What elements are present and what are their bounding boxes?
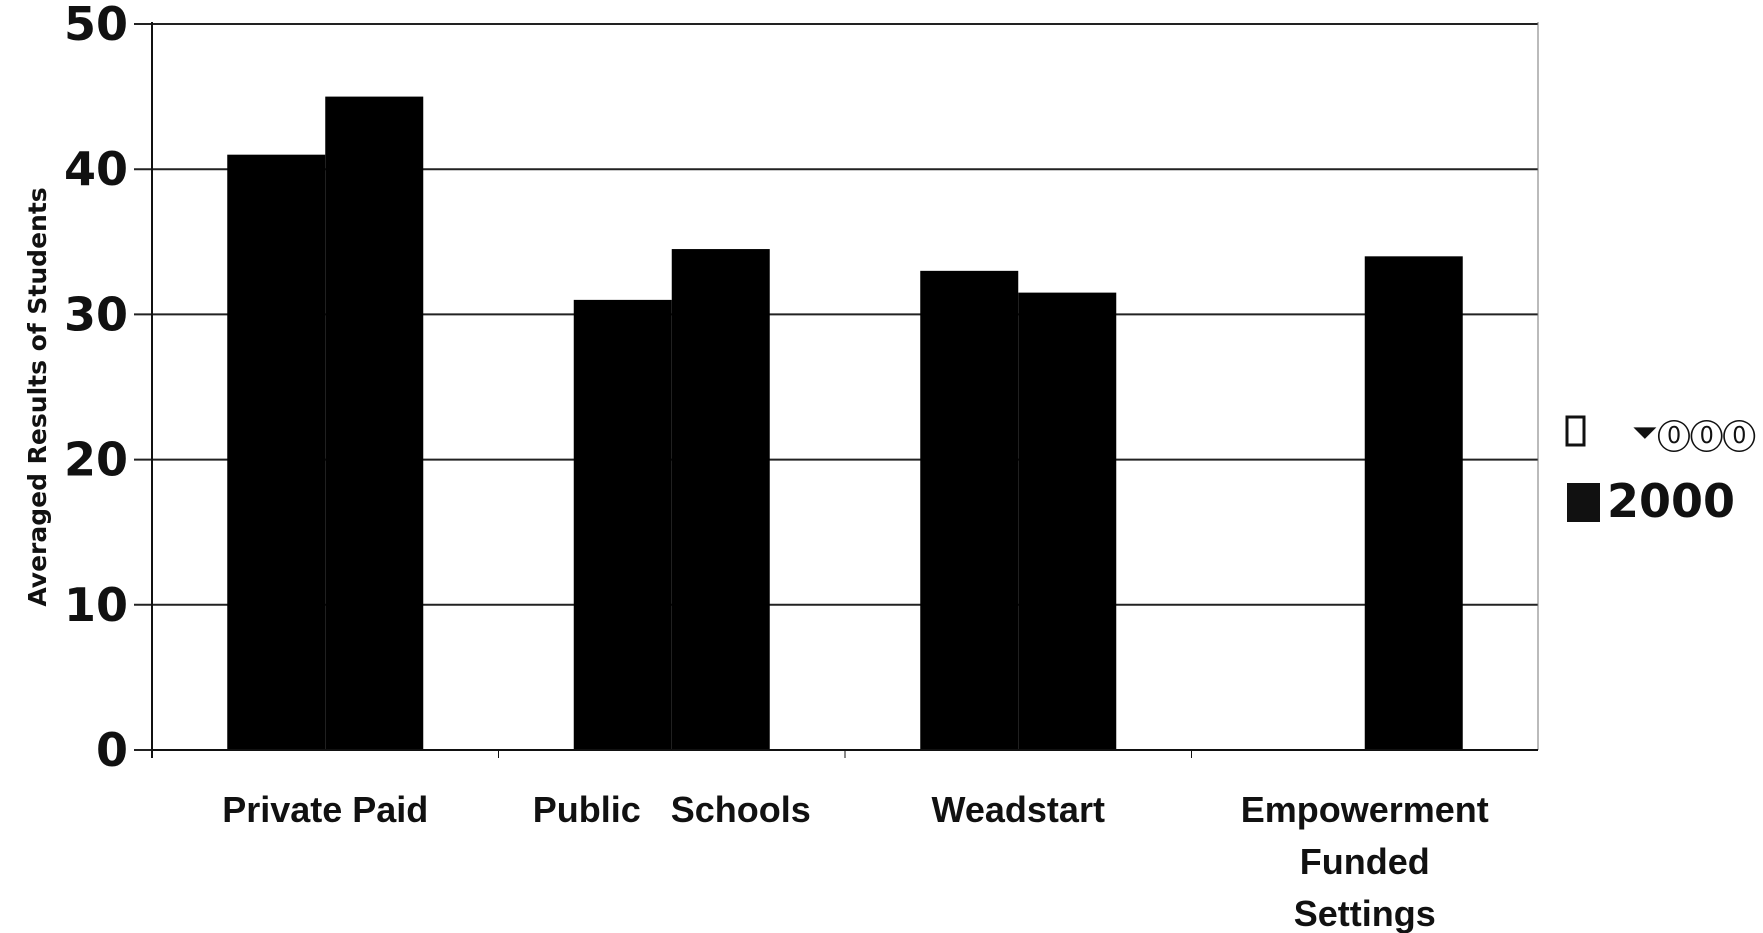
legend-swatch-series-1	[1565, 415, 1586, 447]
bar-series-2	[325, 96, 424, 751]
y-axis-label: Averaged Results of Students	[23, 187, 52, 606]
legend-swatch-series-2	[1567, 483, 1600, 522]
axes	[151, 22, 1539, 758]
category-label-line: Public Schools	[533, 789, 811, 830]
category-label-line: Empowerment	[1241, 789, 1489, 830]
category-label: Weadstart	[932, 789, 1105, 830]
y-tick-label: 10	[64, 578, 128, 632]
y-tick-label: 40	[64, 142, 128, 196]
category-label: Public Schools	[533, 789, 811, 830]
y-tick-labels: 0 10 20 30 40 50	[64, 0, 128, 777]
y-tick-label: 20	[64, 433, 128, 487]
bar-series-1	[573, 299, 672, 750]
y-tick-label: 30	[64, 287, 128, 341]
category-labels: Private Paid Public Schools Weadstart Empow…	[222, 789, 1489, 933]
legend-label-series-1: ⏷⓪⓪⓪	[1632, 413, 1756, 452]
legend: ⏷⓪⓪⓪ 2000	[1565, 413, 1756, 528]
bar-series-1	[227, 154, 326, 750]
category-label-line: Weadstart	[932, 789, 1105, 830]
category-label-line: Private Paid	[222, 789, 428, 830]
category-label-line: Funded	[1300, 841, 1430, 882]
bars	[227, 96, 1463, 751]
bar-series-1	[920, 270, 1019, 750]
category-label: Empowerment Funded Settings	[1241, 789, 1489, 933]
bar-series-2	[1364, 256, 1463, 750]
legend-label-series-2: 2000	[1607, 474, 1735, 528]
bar-series-2	[671, 249, 770, 750]
bar-series-2	[1018, 292, 1117, 750]
category-label: Private Paid	[222, 789, 428, 830]
y-tick-label: 50	[64, 0, 128, 51]
y-tick-label: 0	[96, 723, 128, 777]
category-label-line: Settings	[1294, 893, 1436, 933]
